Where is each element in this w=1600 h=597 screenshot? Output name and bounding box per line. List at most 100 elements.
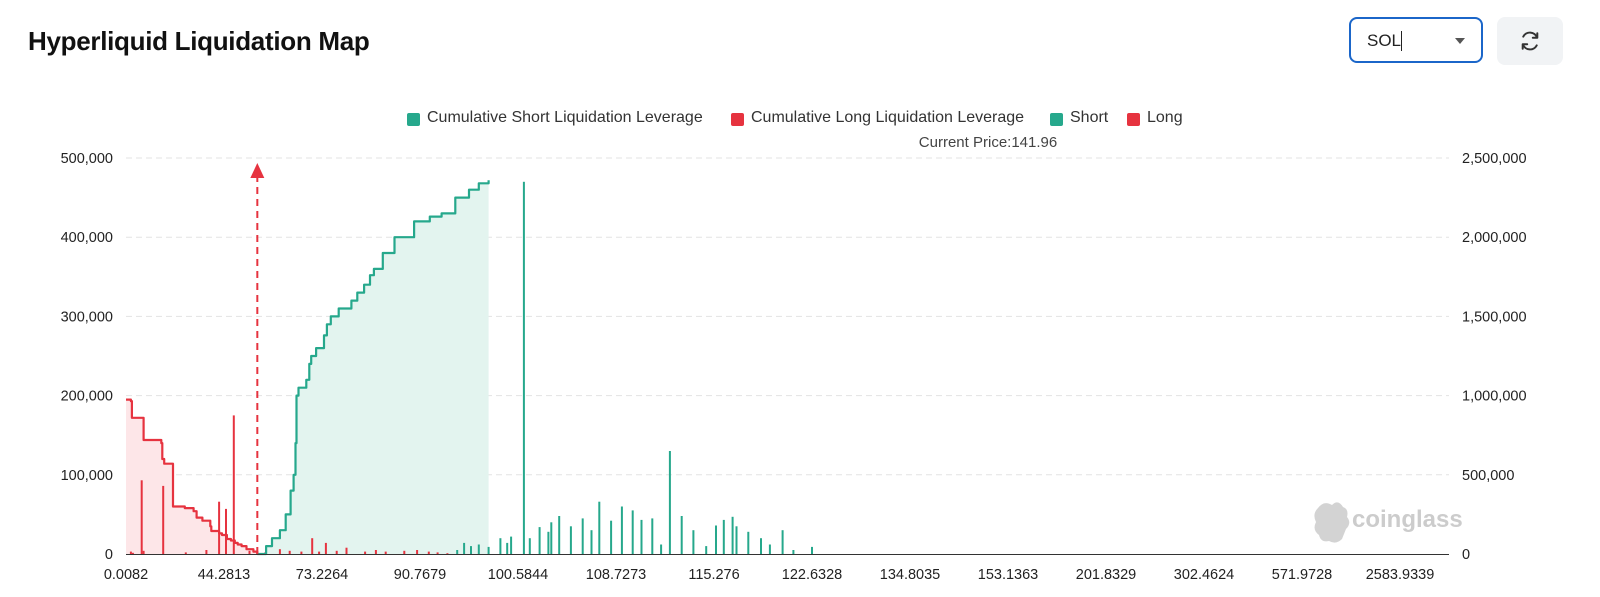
long-bar [218,501,221,554]
short-bar [792,550,795,554]
legend-label: Cumulative Long Liquidation Leverage [751,109,1025,126]
long-bar [364,551,367,554]
watermark-text: coinglass [1352,506,1463,533]
short-bar [456,550,459,554]
long-bar [248,550,251,554]
long-bar [374,550,377,554]
x-tick-label: 122.6328 [782,567,842,583]
y-left-tick-label: 400,000 [61,230,113,246]
long-bar [300,551,303,554]
short-bar [610,520,613,554]
symbol-select[interactable]: SOL [1349,17,1483,63]
short-bar [550,522,553,554]
current-price-marker: Current Price:141.96 [250,134,1057,554]
short-bar [811,546,813,554]
short-bar [598,501,601,554]
long-bar [311,538,314,554]
y-left-tick-label: 100,000 [61,468,113,484]
x-tick-label: 108.7273 [586,567,646,583]
short-bar [506,542,509,554]
long-bar [324,542,327,554]
short-bar [463,542,466,554]
long-bar [142,550,145,554]
x-tick-label: 90.7679 [394,567,446,583]
short-bar [528,538,531,554]
short-bar [722,519,725,554]
short-bar [590,530,593,554]
short-bar [510,536,513,554]
short-bar [651,518,654,554]
short-bar [760,538,762,554]
y-right-tick-label: 1,500,000 [1462,309,1527,325]
long-bar [184,552,187,554]
liquidation-bars [129,181,813,555]
chevron-down-icon [1455,38,1465,44]
short-bar [680,516,683,554]
legend-label: Short [1070,109,1109,126]
long-bar [345,547,348,554]
long-bar [384,551,387,554]
short-bar [477,544,480,554]
cumulative-long-area [126,399,258,554]
refresh-button[interactable] [1497,17,1563,65]
x-tick-label: 153.1363 [978,567,1038,583]
y-right-tick-label: 2,500,000 [1462,151,1527,167]
short-bar [735,526,738,554]
short-bar [470,546,472,554]
short-bar [547,531,550,554]
short-bar [522,181,525,555]
chart-axes: 0 100,000 200,000 300,000 400,000 500,000 0 500… [61,151,1527,583]
long-bar [288,550,291,554]
legend-swatch [1127,113,1140,126]
y-right-tick-label: 0 [1462,547,1470,563]
legend-swatch [731,113,744,126]
x-tick-label: 100.5844 [488,567,548,583]
short-bar [781,530,784,554]
x-tick-label: 115.276 [688,567,739,583]
cumulative-lines [126,180,490,556]
page-title: Hyperliquid Liquidation Map [28,26,370,56]
symbol-select-value: SOL [1367,31,1402,50]
long-bar [318,551,321,554]
x-tick-label: 0.0082 [104,567,148,583]
long-bar [278,549,281,554]
y-right-tick-label: 1,000,000 [1462,389,1527,405]
short-bar [620,506,623,554]
x-tick-label: 302.4624 [1174,567,1234,583]
x-tick-label: 44.2813 [198,567,250,583]
long-bar [131,552,134,554]
long-bar [162,485,165,554]
short-bar [731,516,734,554]
legend-swatch [407,113,420,126]
cumulative-areas [126,180,489,554]
y-right-tick-label: 2,000,000 [1462,230,1527,246]
short-bar [558,516,561,554]
legend-swatch [1050,113,1063,126]
y-left-tick-label: 500,000 [61,151,113,167]
short-bar [660,544,663,554]
short-bar [668,451,671,554]
short-bar [705,546,708,554]
short-bar [581,518,584,554]
long-bar [205,550,208,554]
long-bar [225,508,227,554]
short-bar [692,530,695,554]
y-left-tick-label: 300,000 [61,309,113,325]
x-tick-label: 571.9728 [1272,567,1332,583]
x-tick-label: 2583.9339 [1366,567,1435,583]
short-bar [487,546,490,554]
current-price-label: Current Price:141.96 [919,134,1057,151]
long-bar [335,550,338,554]
short-bar [768,544,771,554]
x-tick-label: 73.2264 [296,567,348,583]
legend-label: Long [1147,109,1183,126]
long-bar [140,480,143,554]
long-bar [446,553,449,554]
short-bar [538,527,541,554]
watermark: coinglass [1314,502,1463,543]
short-bar [499,538,502,554]
cumulative-short-line [257,180,490,556]
refresh-icon [1521,31,1539,51]
coinglass-logo-icon [1314,502,1350,543]
